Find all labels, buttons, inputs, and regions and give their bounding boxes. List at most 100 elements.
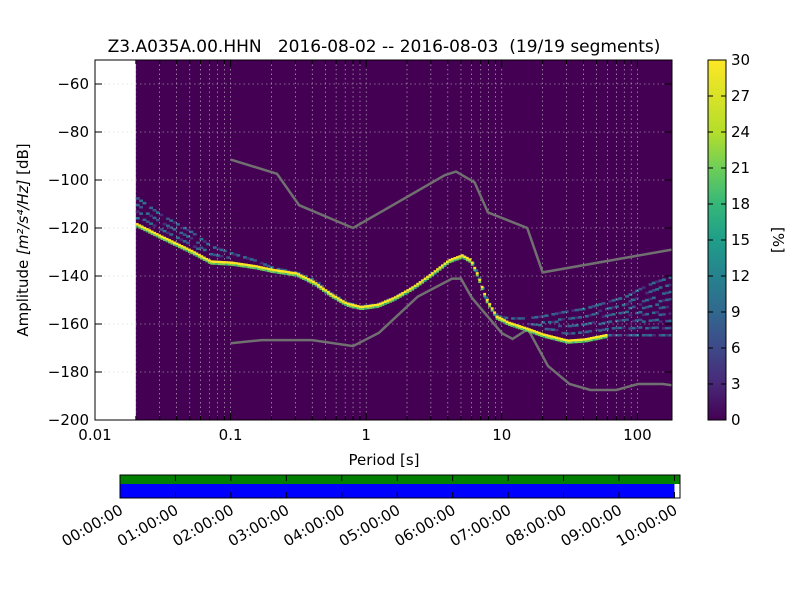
spread-cell [135,203,140,207]
mode-cell [217,260,221,264]
spread-cell [601,321,606,325]
mode-cell-shade [197,256,201,259]
mode-cell-shade [205,260,209,263]
mode-cell-shade [341,302,345,305]
spread-cell [668,290,672,294]
mode-cell [592,336,596,339]
mode-cell [282,270,286,273]
mode-cell [582,338,586,341]
mode-cell [369,304,372,308]
mode-cell-shade [297,275,300,278]
mode-cell-shade [396,297,400,300]
spread-cell [635,319,639,322]
mode-cell [245,263,248,267]
mode-cell [299,274,303,277]
mode-cell-shade [604,336,608,339]
spread-cell [527,322,532,326]
spread-cell [661,306,666,309]
spread-cell [316,282,321,285]
spread-cell [561,331,566,335]
mode-cell [304,276,308,280]
mode-cell [200,255,204,258]
spread-cell [186,241,190,245]
mode-cell-shade [545,336,549,339]
mode-cell-shade [599,337,603,340]
spread-cell [668,298,672,301]
spread-cell [537,323,542,327]
spread-cell [561,317,566,321]
mode-cell-shade [450,260,454,263]
mode-cell [508,321,511,325]
spread-cell [628,306,633,310]
spread-cell [608,306,613,310]
mode-cell [448,258,452,262]
spread-cell [176,223,180,226]
mode-cell [361,305,365,309]
mode-cell [143,226,147,230]
mode-cell [463,255,467,259]
spread-cell [661,313,666,316]
mode-cell-shade [555,339,559,341]
mode-cell [205,257,209,261]
mode-cell-shade [269,270,273,273]
mode-cell [242,263,246,266]
spread-cell [651,296,656,300]
mode-cell [240,262,243,266]
colorbar-label: [%] [769,227,787,253]
mode-cell [344,301,348,305]
noise-model-upper-line [230,158,672,274]
spread-cell [655,280,660,283]
spread-cell [668,276,672,279]
spread-cell [651,319,656,322]
spread-cell [135,197,140,200]
mode-cell-shade [383,303,387,305]
spread-cell [149,214,154,218]
mode-cell-shade [513,325,516,328]
spread-cell [501,315,505,319]
mode-cell-shade [324,291,328,294]
mode-cell [458,255,462,258]
mode-cell-shade [393,298,397,301]
mode-cell [349,303,353,306]
spread-cell [182,240,187,243]
mode-cell-shade [575,341,578,344]
mode-cell-shade [175,245,179,247]
mode-cell-shade [473,269,477,272]
mode-cell-shade [222,263,226,266]
mode-cell-shade [155,235,159,238]
mode-cell-shade [274,271,278,274]
mode-cell-shade [602,336,606,339]
mode-cell [307,278,310,281]
spread-cell [303,275,308,278]
mode-cell-shade [160,238,164,240]
x-tick-label: 1 [361,426,371,444]
mode-cell-shade [562,341,566,343]
mode-cell-shade [374,306,377,309]
spread-cell [266,264,271,268]
x-axis-ticks: 0.01 0.1 1 10 100 [78,60,652,444]
spread-cell [645,305,650,309]
mode-cell [403,290,407,294]
spread-cell [574,324,579,327]
spread-cell [162,222,167,226]
mode-cell-shade [433,272,437,275]
spread-cell [621,326,626,329]
heatmap-background [135,60,672,420]
mode-cell [379,302,382,306]
spread-cell [176,236,180,240]
mode-cell-shade [508,324,511,327]
mode-cell [247,264,251,267]
spread-cell [655,318,660,322]
spread-cell [192,245,197,248]
spread-cell [216,254,221,257]
mode-cell-shade [485,301,489,304]
mode-cell-shade [552,338,556,341]
spread-cell [628,293,633,296]
mode-cell [158,234,162,237]
x-tick-label: 0.1 [219,426,243,444]
spread-cell [511,317,515,320]
mode-cell-shade [426,278,430,281]
mode-cell [351,303,355,307]
spread-cell [611,327,616,330]
spread-cell [625,318,629,321]
